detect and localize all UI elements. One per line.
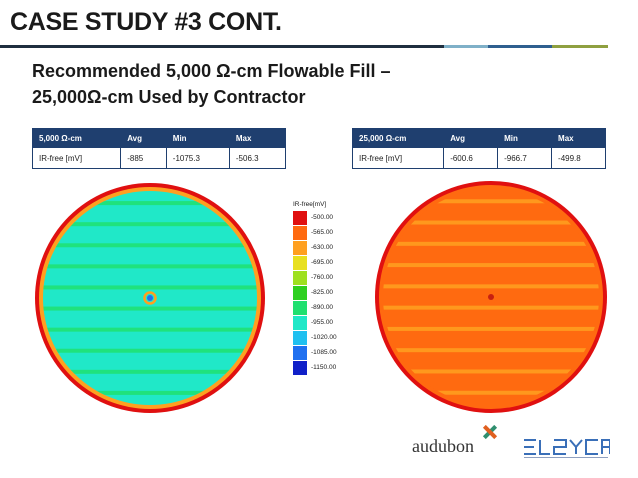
map-anode <box>488 294 494 300</box>
map-stripe <box>383 263 599 268</box>
potential-map-25000 <box>375 181 607 413</box>
audubon-mark-icon <box>482 424 498 440</box>
map-stripe <box>43 201 257 206</box>
slide-title: CASE STUDY #3 CONT. <box>10 8 282 36</box>
legend-label: -1020.00 <box>311 334 337 341</box>
legend-item: -825.00 <box>293 285 337 300</box>
audubon-logo-text: audubon <box>412 436 474 456</box>
map-stripes <box>43 201 257 395</box>
map-stripes <box>383 199 599 395</box>
map-stripe <box>383 305 599 310</box>
slide-subtitle: Recommended 5,000 Ω-cm Flowable Fill – 2… <box>32 58 391 110</box>
table-header-cell: Max <box>551 128 606 148</box>
table-header-cell: Max <box>228 128 287 148</box>
elsyca-logo-mark <box>524 439 611 458</box>
table-cell: -966.7 <box>497 147 553 169</box>
legend-swatch <box>293 330 307 345</box>
legend-swatch <box>293 240 307 255</box>
legend-item: -1020.00 <box>293 330 337 345</box>
legend-swatch <box>293 315 307 330</box>
legend-label: -955.00 <box>311 319 334 326</box>
subtitle-line-2: 25,000Ω-cm Used by Contractor <box>32 87 306 107</box>
legend-item: -955.00 <box>293 315 337 330</box>
table-header-cell: 5,000 Ω-cm <box>31 128 122 148</box>
map-stripe <box>43 264 257 269</box>
legend-label: -565.00 <box>311 229 334 236</box>
elsyca-logo <box>520 434 611 465</box>
legend-label: -500.00 <box>311 214 334 221</box>
legend-label: -1085.00 <box>311 349 337 356</box>
title-rule-blue <box>488 45 552 48</box>
stats-table-5000: 5,000 Ω-cm Avg Min Max IR-free [mV] -885… <box>31 128 287 169</box>
legend-item: -500.00 <box>293 210 337 225</box>
subtitle-line-1: Recommended 5,000 Ω-cm Flowable Fill – <box>32 61 391 81</box>
legend-item: -890.00 <box>293 300 337 315</box>
legend-item: -630.00 <box>293 240 337 255</box>
table-header-cell: Avg <box>443 128 499 148</box>
map-stripe <box>383 326 599 331</box>
legend-swatch <box>293 360 307 375</box>
legend-item: -760.00 <box>293 270 337 285</box>
table-cell: -1075.3 <box>165 147 230 169</box>
legend-swatch <box>293 300 307 315</box>
map-stripe <box>43 369 257 374</box>
map-stripe <box>383 390 599 395</box>
title-rule-light <box>444 45 488 48</box>
table-row: IR-free [mV] -885 -1075.3 -506.3 <box>31 147 287 169</box>
map-stripe <box>43 327 257 332</box>
map-stripe <box>43 348 257 353</box>
table-header-cell: Avg <box>120 128 167 148</box>
potential-map-5000 <box>35 183 265 413</box>
legend-swatch <box>293 255 307 270</box>
legend-title: IR-free[mV] <box>293 201 327 208</box>
map-stripe <box>43 285 257 290</box>
legend-swatch <box>293 270 307 285</box>
map-anode-ring <box>143 291 157 305</box>
legend-label: -890.00 <box>311 304 334 311</box>
legend-swatch <box>293 285 307 300</box>
table-cell: IR-free [mV] <box>351 147 445 169</box>
table-cell: IR-free [mV] <box>31 147 122 169</box>
map-anode <box>147 295 153 301</box>
map-stripe <box>383 241 599 246</box>
map-stripe <box>383 284 599 289</box>
legend-label: -760.00 <box>311 274 334 281</box>
audubon-logo: audubon <box>412 424 498 457</box>
legend-item: -695.00 <box>293 255 337 270</box>
map-stripe <box>383 220 599 225</box>
legend-item: -1150.00 <box>293 360 337 375</box>
map-stripe <box>43 243 257 248</box>
legend-item: -1085.00 <box>293 345 337 360</box>
legend-label: -630.00 <box>311 244 334 251</box>
table-header-row: 25,000 Ω-cm Avg Min Max <box>351 128 606 148</box>
stats-table-25000: 25,000 Ω-cm Avg Min Max IR-free [mV] -60… <box>351 128 606 169</box>
table-cell: -499.8 <box>551 147 606 169</box>
table-cell: -885 <box>120 147 167 169</box>
title-rule-olive <box>552 45 608 48</box>
legend-swatch <box>293 345 307 360</box>
legend-swatch <box>293 210 307 225</box>
color-legend: IR-free[mV] -500.00 -565.00 -630.00 -695.00… <box>293 200 337 375</box>
legend-item: -565.00 <box>293 225 337 240</box>
map-stripe <box>43 222 257 227</box>
table-cell: -600.6 <box>443 147 499 169</box>
map-anode-ring <box>484 290 498 304</box>
legend-label: -1150.00 <box>311 364 337 371</box>
table-header-row: 5,000 Ω-cm Avg Min Max <box>31 128 287 148</box>
title-rule-dark <box>0 45 444 48</box>
legend-swatch <box>293 225 307 240</box>
table-header-cell: Min <box>497 128 553 148</box>
table-row: IR-free [mV] -600.6 -966.7 -499.8 <box>351 147 606 169</box>
legend-label: -695.00 <box>311 259 334 266</box>
map-stripe <box>383 199 599 204</box>
map-stripe <box>43 390 257 395</box>
table-header-cell: 25,000 Ω-cm <box>351 128 445 148</box>
map-stripe <box>383 348 599 353</box>
table-header-cell: Min <box>165 128 230 148</box>
map-stripe <box>383 369 599 374</box>
table-cell: -506.3 <box>228 147 287 169</box>
legend-label: -825.00 <box>311 289 334 296</box>
map-stripe <box>43 306 257 311</box>
